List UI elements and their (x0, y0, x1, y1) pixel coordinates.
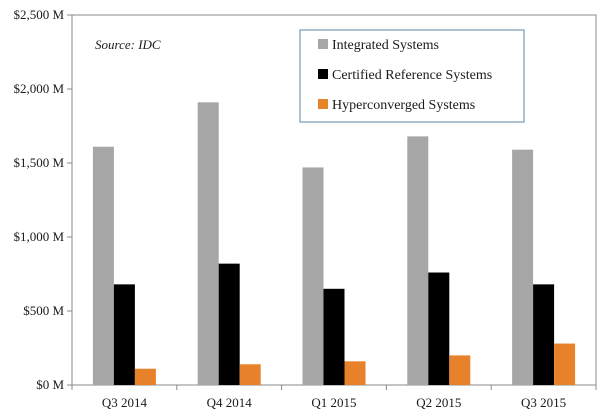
bar-integrated-systems (407, 136, 429, 385)
x-category-label: Q3 2015 (521, 395, 566, 410)
x-category-label: Q4 2014 (207, 395, 253, 410)
legend-swatch (318, 39, 328, 49)
legend-box (299, 29, 525, 123)
bar-integrated-systems (302, 167, 324, 385)
y-tick-label: $1,000 M (13, 229, 64, 244)
y-tick-label: $1,500 M (13, 155, 64, 170)
bar-hyperconverged-systems (344, 361, 366, 385)
bars-group (92, 102, 576, 385)
source-note: Source: IDC (95, 37, 161, 52)
bar-certified-reference-systems (218, 263, 240, 385)
x-category-label: Q3 2014 (102, 395, 148, 410)
bar-integrated-systems (92, 146, 114, 385)
legend-label: Certified Reference Systems (332, 68, 492, 83)
legend-label: Hyperconverged Systems (332, 98, 475, 113)
x-category-label: Q1 2015 (311, 395, 356, 410)
y-tick-label: $500 M (23, 303, 64, 318)
legend-swatch (318, 99, 328, 109)
bar-hyperconverged-systems (554, 343, 576, 385)
bar-integrated-systems (197, 102, 219, 385)
bar-hyperconverged-systems (449, 355, 471, 385)
y-tick-label: $2,500 M (13, 7, 64, 22)
bar-certified-reference-systems (428, 272, 450, 385)
legend-swatch (318, 69, 328, 79)
bar-hyperconverged-systems (134, 368, 156, 385)
bar-integrated-systems (512, 149, 534, 385)
legend: Integrated Systems Certified Reference Sy… (299, 29, 525, 123)
bar-certified-reference-systems (323, 288, 345, 385)
y-tick-label: $0 M (36, 377, 64, 392)
y-axis: $0 M $500 M $1,000 M $1,500 M $2,000 M $2,500… (13, 7, 72, 392)
x-axis: Q3 2014 Q4 2014 Q1 2015 Q2 2015 Q3 2015 (71, 385, 597, 410)
bar-certified-reference-systems (113, 284, 135, 385)
x-category-label: Q2 2015 (416, 395, 461, 410)
y-tick-label: $2,000 M (13, 81, 64, 96)
bar-certified-reference-systems (533, 284, 555, 385)
bar-hyperconverged-systems (239, 364, 261, 385)
legend-label: Integrated Systems (332, 38, 439, 53)
